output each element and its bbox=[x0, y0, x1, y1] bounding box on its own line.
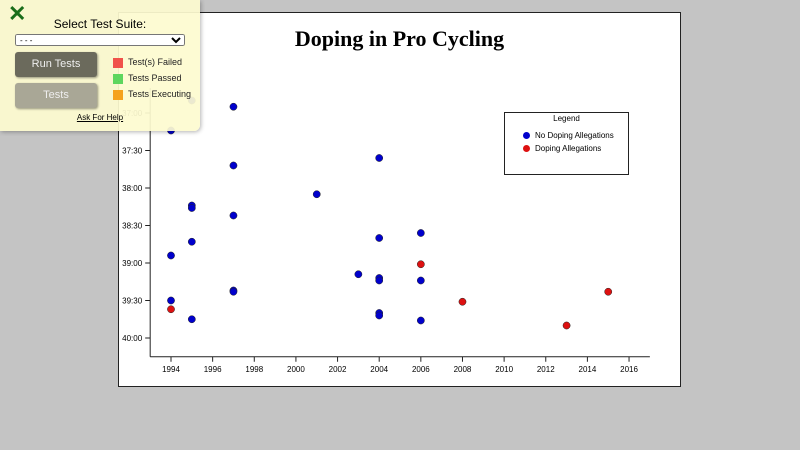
x-tick-label: 2010 bbox=[495, 365, 513, 374]
no-doping-point bbox=[229, 287, 238, 296]
test-suite-select[interactable]: - - - bbox=[15, 34, 185, 46]
y-tick-label: 39:00 bbox=[122, 259, 143, 268]
x-tick-label: 2006 bbox=[412, 365, 430, 374]
no-doping-point bbox=[354, 270, 363, 279]
x-tick-label: 2002 bbox=[329, 365, 347, 374]
no-doping-point bbox=[229, 161, 238, 170]
legend-failed: Test(s) Failed bbox=[113, 57, 182, 68]
no-doping-point bbox=[375, 311, 384, 320]
x-tick-label: 2014 bbox=[579, 365, 597, 374]
x-tick-label: 2016 bbox=[620, 365, 638, 374]
x-tick-label: 2000 bbox=[287, 365, 305, 374]
y-tick-label: 38:30 bbox=[122, 222, 143, 231]
no-doping-point bbox=[167, 296, 175, 305]
x-tick-label: 2012 bbox=[537, 365, 555, 374]
x-tick-label: 1998 bbox=[245, 365, 263, 374]
ask-for-help-link[interactable]: Ask For Help bbox=[76, 113, 124, 122]
legend-title: Legend bbox=[553, 114, 580, 123]
no-doping-point bbox=[187, 237, 196, 246]
no-doping-point bbox=[312, 190, 321, 199]
no-doping-point bbox=[375, 234, 384, 242]
x-tick-label: 2008 bbox=[454, 365, 472, 374]
y-tick-label: 39:30 bbox=[122, 297, 143, 306]
x-tick-label: 2004 bbox=[370, 365, 388, 374]
select-label: Select Test Suite: bbox=[53, 17, 147, 31]
no-doping-point bbox=[416, 229, 425, 237]
doping-point bbox=[458, 297, 467, 306]
no-doping-point bbox=[375, 154, 384, 162]
no-doping-point bbox=[167, 251, 175, 260]
legend-passed: Tests Passed bbox=[113, 73, 182, 84]
y-tick-label: 37:30 bbox=[122, 147, 143, 156]
doping-point bbox=[562, 321, 571, 330]
chart-legend: Legend No Doping Allegations Doping Alle… bbox=[504, 112, 629, 175]
doping-point bbox=[416, 260, 425, 269]
tests-button[interactable]: Tests bbox=[15, 83, 97, 108]
x-tick-label: 1996 bbox=[204, 365, 222, 374]
close-icon[interactable]: ✕ bbox=[8, 1, 27, 26]
chart-title: Doping in Pro Cycling bbox=[294, 26, 505, 51]
legend-entry-doping: Doping Allegations bbox=[523, 144, 601, 153]
chart-frame bbox=[118, 12, 681, 387]
no-doping-point bbox=[187, 204, 196, 212]
no-doping-point bbox=[229, 211, 238, 220]
test-suite-panel: ✕ Select Test Suite: - - - Run Tests Tes… bbox=[0, 0, 200, 131]
legend-entry-no-doping: No Doping Allegations bbox=[523, 131, 614, 140]
doping-point bbox=[167, 305, 175, 314]
no-doping-point bbox=[229, 102, 238, 111]
x-tick-label: 1994 bbox=[162, 365, 180, 374]
y-tick-label: 40:00 bbox=[122, 334, 143, 343]
run-tests-button[interactable]: Run Tests bbox=[15, 52, 97, 77]
legend-executing: Tests Executing bbox=[113, 89, 191, 100]
no-doping-point bbox=[375, 276, 384, 285]
y-tick-label: 38:00 bbox=[122, 184, 143, 193]
no-doping-point bbox=[187, 315, 196, 324]
no-doping-point bbox=[416, 276, 425, 285]
no-doping-point bbox=[416, 316, 425, 325]
doping-point bbox=[604, 287, 613, 296]
